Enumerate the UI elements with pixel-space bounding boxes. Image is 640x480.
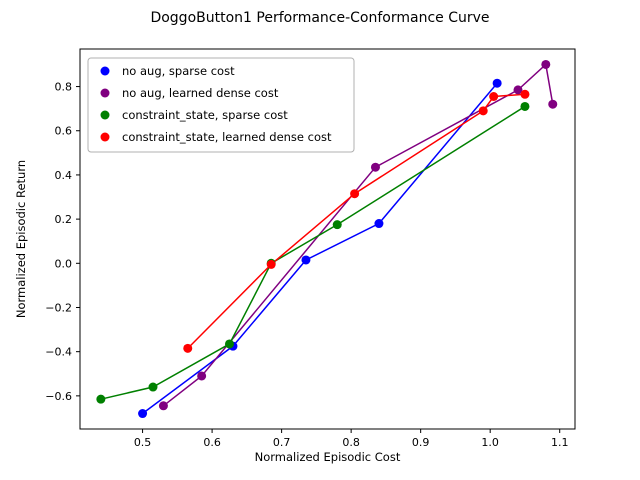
y-tick-label: 0.8 (55, 81, 73, 94)
y-axis-label-text: Normalized Episodic Return (14, 159, 28, 319)
data-point (148, 382, 158, 392)
legend-marker (100, 88, 110, 98)
data-point (520, 101, 530, 111)
data-point (350, 189, 360, 199)
y-tick-label: 0.4 (55, 169, 73, 182)
data-point (489, 92, 499, 101)
y-tick-label: −0.4 (45, 346, 72, 359)
data-point (548, 99, 558, 109)
series-line (187, 93, 525, 349)
legend-marker (100, 132, 110, 142)
data-point (520, 89, 530, 99)
x-tick-label: 0.5 (134, 436, 152, 449)
chart-title: DoggoButton1 Performance-Conformance Cur… (150, 10, 490, 26)
legend-marker (100, 110, 110, 120)
data-point (158, 401, 168, 411)
legend-label: no aug, sparse cost (122, 64, 235, 78)
legend-label: constraint_state, learned dense cost (122, 130, 332, 144)
legend-label: constraint_state, sparse cost (122, 108, 288, 122)
data-point (266, 259, 276, 269)
data-point (138, 409, 148, 419)
data-point (96, 394, 106, 404)
legend-box (87, 57, 355, 153)
x-tick-label: 0.6 (203, 436, 221, 449)
data-point (374, 219, 384, 229)
y-tick-label: −0.2 (45, 301, 72, 314)
y-tick-label: 0.6 (55, 125, 73, 138)
data-point (197, 371, 207, 381)
y-tick-label: 0.2 (55, 213, 73, 226)
legend-marker (100, 66, 110, 76)
data-point (492, 78, 502, 88)
x-tick-label: 1.1 (551, 436, 569, 449)
data-point (370, 162, 380, 172)
data-point (541, 59, 551, 69)
data-point (513, 85, 523, 95)
data-point (224, 339, 234, 349)
legend-label: no aug, learned dense cost (122, 86, 279, 100)
series-line (162, 62, 554, 407)
data-point (183, 343, 193, 353)
series-line (100, 105, 526, 400)
data-point (332, 220, 342, 230)
x-tick-label: 0.8 (342, 436, 360, 449)
x-tick-label: 1.0 (481, 436, 499, 449)
y-tick-label: −0.6 (45, 390, 72, 403)
y-tick-label: 0.0 (55, 257, 73, 270)
axes-frame (79, 48, 576, 430)
data-point (478, 106, 488, 116)
x-tick-label: 0.9 (412, 436, 430, 449)
x-axis-label: Normalized Episodic Cost (254, 450, 401, 464)
x-tick-label: 0.7 (273, 436, 291, 449)
data-point (301, 255, 311, 265)
